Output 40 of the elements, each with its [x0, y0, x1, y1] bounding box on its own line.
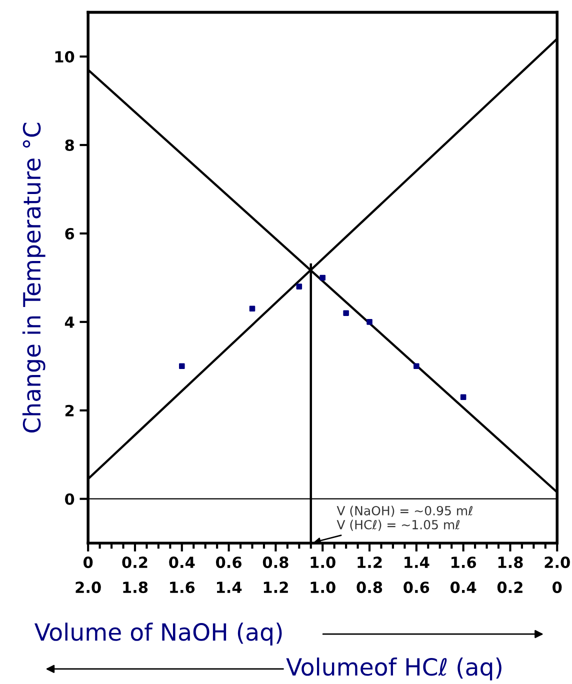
- point: [366, 319, 372, 325]
- point: [460, 394, 466, 400]
- point: [249, 306, 256, 312]
- y-tick-label: 4: [64, 316, 74, 328]
- x-tick-label: 1.0: [310, 556, 336, 568]
- x-axis-title: Volume of NaOH (aq): [34, 622, 282, 646]
- y-tick-label: 10: [55, 51, 74, 63]
- y-tick-label: 6: [65, 228, 74, 240]
- x-tick-label: 0.2: [122, 556, 148, 568]
- x-tick-label: 1.8: [498, 556, 523, 568]
- x2-tick-label: 1.2: [264, 582, 288, 593]
- x2-tick-label: 0.4: [450, 582, 476, 594]
- y-tick-label: 2: [65, 404, 74, 416]
- point: [414, 363, 420, 370]
- x2-axis-title: Volumeof HCℓ (aq): [286, 658, 502, 680]
- y-tick-label: 8: [65, 139, 74, 152]
- x-tick-label: 1.2: [358, 556, 382, 568]
- y-axis-title: Change in Temperature °C: [22, 122, 46, 433]
- x-tick-label: 0.4: [169, 556, 195, 568]
- x2-tick-label: 1.8: [123, 582, 148, 594]
- x-tick-label: 2.0: [544, 556, 570, 568]
- x2-tick-label: 0.2: [497, 582, 522, 594]
- x2-tick-label: 0.8: [356, 582, 382, 594]
- x2-tick-label: 1.0: [310, 582, 336, 594]
- point: [296, 284, 302, 290]
- y-tick-label: 0: [64, 493, 74, 505]
- x-tick-label: 1.4: [404, 556, 430, 568]
- x-tick-label: 0.8: [262, 556, 288, 568]
- point: [343, 310, 349, 316]
- x2-tick-label: 0: [552, 582, 562, 594]
- x2-tick-label: 1.6: [170, 582, 195, 594]
- x-tick-label: 1.6: [452, 556, 476, 568]
- annotation: V (NaOH) = ~0.95 mℓ V (HCℓ) = ~1.05 mℓ: [336, 506, 472, 531]
- x-tick-label: 0: [84, 556, 93, 568]
- x2-tick-label: 2.0: [76, 582, 101, 594]
- point: [179, 363, 185, 370]
- x-tick-label: 0.6: [216, 556, 242, 568]
- x2-tick-label: 1.4: [216, 582, 242, 593]
- x2-tick-label: 0.6: [404, 582, 430, 594]
- point: [320, 274, 326, 281]
